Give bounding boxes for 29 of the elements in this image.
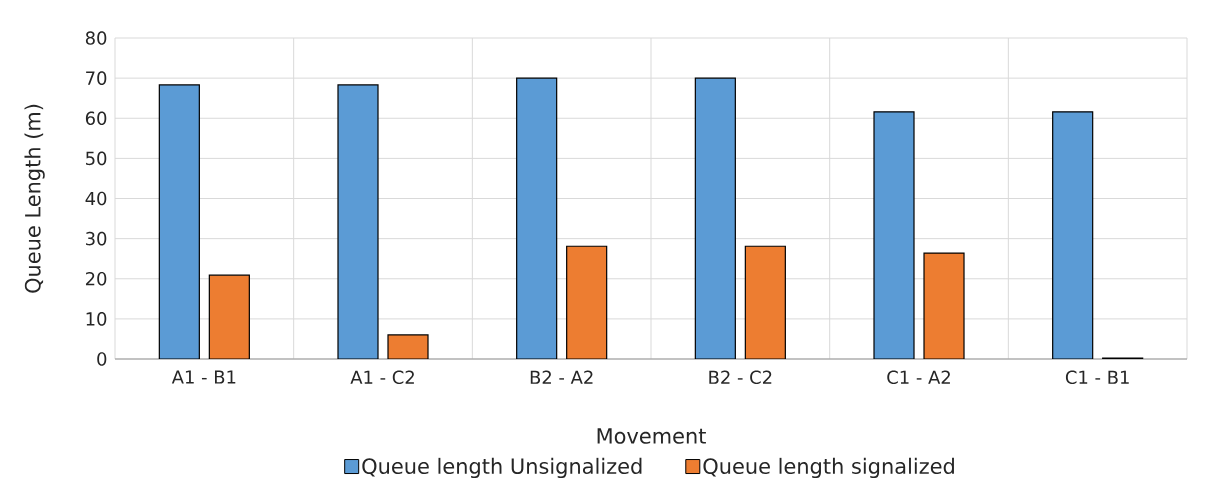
x-tick-label: B2 - A2	[530, 370, 593, 384]
bar	[873, 111, 915, 359]
legend-label: Queue length Unsignalized	[362, 457, 642, 479]
bar	[337, 84, 379, 359]
y-tick-label: 80	[85, 31, 107, 45]
bar	[516, 77, 558, 359]
bar	[208, 274, 250, 359]
bar	[566, 245, 608, 359]
bar	[158, 84, 200, 359]
bar	[923, 252, 965, 359]
y-tick-label: 30	[86, 231, 107, 246]
y-tick-label: 0	[97, 352, 107, 366]
x-tick-label: A1 - C2	[350, 370, 414, 385]
x-tick-label: B2 - C2	[709, 370, 772, 385]
y-axis-title: Queue Length (m)	[24, 104, 45, 293]
bar	[1052, 111, 1094, 359]
x-tick-label: C1 - A2	[887, 370, 950, 385]
bar	[744, 245, 786, 359]
x-tick-label: A1 - B1	[171, 370, 236, 384]
y-tick-label: 10	[86, 312, 107, 326]
x-axis-title: Movement	[597, 428, 706, 444]
y-tick-label: 20	[85, 271, 107, 286]
y-tick-label: 70	[86, 71, 107, 85]
legend-label: Queue length signalized	[703, 457, 954, 479]
y-tick-label: 40	[85, 191, 107, 206]
y-tick-label: 50	[86, 151, 107, 166]
x-tick-label: C1 - B1	[1065, 370, 1129, 385]
bar	[694, 77, 736, 359]
y-tick-label: 60	[85, 111, 107, 126]
